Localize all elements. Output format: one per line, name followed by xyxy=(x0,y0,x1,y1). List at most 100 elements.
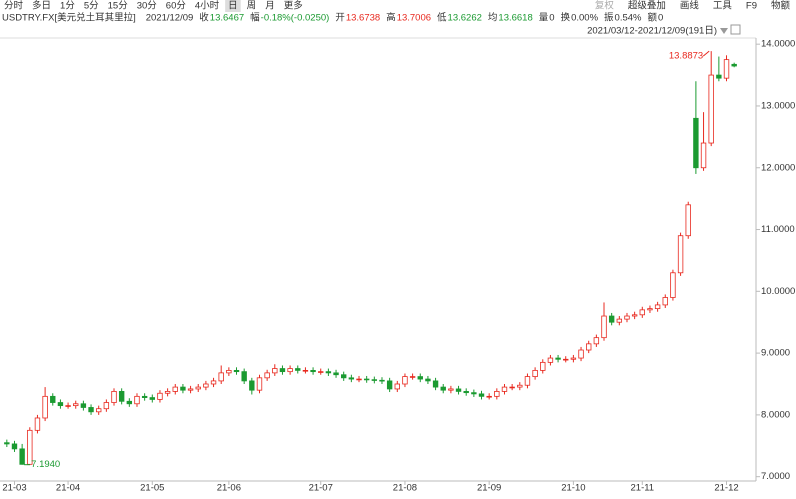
tool-button[interactable]: 画线 xyxy=(680,0,700,12)
field-label: 均 xyxy=(488,12,498,24)
period-button[interactable]: 60分 xyxy=(166,1,187,12)
candle-body xyxy=(180,386,186,391)
candle-body xyxy=(57,402,64,407)
candle-body xyxy=(716,74,722,79)
field-value: 13.6262 xyxy=(448,13,482,24)
x-tick-label: 21-07 xyxy=(309,483,333,494)
candle-body xyxy=(586,343,592,351)
candle-body xyxy=(509,386,515,389)
period-button[interactable]: 4小时 xyxy=(195,0,220,12)
tool-button[interactable]: F9 xyxy=(746,1,757,12)
max-label: 13.8873 xyxy=(669,51,703,62)
candle-body xyxy=(11,443,18,450)
candle-body xyxy=(157,392,163,400)
range-box[interactable] xyxy=(730,24,741,35)
candle-body xyxy=(287,368,293,373)
candle-body xyxy=(601,315,607,339)
candle-body xyxy=(463,391,469,394)
y-tick-label: 12.0000 xyxy=(761,162,795,173)
candle-body xyxy=(432,380,439,388)
period-button[interactable]: 5分 xyxy=(84,1,99,12)
candle-body xyxy=(42,395,48,419)
candle-body xyxy=(341,374,347,379)
candle-body xyxy=(670,272,676,298)
candle-body xyxy=(256,377,263,391)
period-button[interactable]: 更多 xyxy=(284,0,303,12)
y-tick-label: 11.0000 xyxy=(761,224,795,235)
candle-body xyxy=(417,376,423,380)
active-period xyxy=(225,0,241,12)
candle-body xyxy=(486,395,492,398)
x-tick-label: 21-03 xyxy=(2,483,26,494)
candle-body xyxy=(126,400,133,405)
field-value: 0.54% xyxy=(615,13,642,24)
range-dropdown[interactable] xyxy=(720,28,728,34)
y-tick-label: 10.0000 xyxy=(761,286,795,297)
period-button[interactable]: 周 xyxy=(247,1,257,12)
candle-body xyxy=(631,314,638,317)
candle-body xyxy=(333,372,339,376)
candle-body xyxy=(249,380,255,391)
y-tick-label: 8.0000 xyxy=(761,409,790,420)
period-button[interactable]: 多日 xyxy=(32,0,51,12)
candle-body xyxy=(203,383,209,388)
tool-button[interactable]: 超级叠加 xyxy=(628,0,666,12)
x-tick-label: 21-09 xyxy=(477,483,501,494)
candle-body xyxy=(379,379,385,382)
candle-body xyxy=(310,370,316,373)
period-button[interactable]: 15分 xyxy=(108,1,129,12)
candle-body xyxy=(624,315,630,320)
field-value: 0 xyxy=(658,13,663,24)
y-tick-label: 7.0000 xyxy=(761,471,790,482)
symbol: USDTRY.FX[美元兑土耳其里拉] xyxy=(2,12,136,24)
candle-body xyxy=(563,358,569,361)
candle-body xyxy=(295,368,301,371)
tool-button[interactable]: 物额 xyxy=(771,0,791,12)
candle-body xyxy=(471,392,477,395)
field-value: -0.18%(-0.0250) xyxy=(261,13,330,24)
candle-body xyxy=(172,386,178,392)
candle-body xyxy=(371,379,378,381)
period-button[interactable]: 30分 xyxy=(137,1,158,12)
candle-body xyxy=(111,391,117,403)
period-button[interactable]: 1分 xyxy=(60,1,75,12)
x-tick-label: 21-10 xyxy=(561,483,585,494)
candle-body xyxy=(547,357,554,363)
candle-body xyxy=(532,370,538,377)
candle-body xyxy=(226,370,232,374)
candle-body xyxy=(264,372,270,379)
candle-body xyxy=(654,304,661,310)
period-button[interactable]: 分时 xyxy=(4,0,24,12)
candle-body xyxy=(210,380,217,385)
candle-body xyxy=(103,402,110,410)
candle-body xyxy=(80,403,87,408)
period-button[interactable]: 日 xyxy=(228,1,238,12)
candle-body xyxy=(731,63,737,67)
field-label: 额 xyxy=(647,12,657,24)
x-tick-label: 21-08 xyxy=(393,483,417,494)
candle-body xyxy=(647,308,653,311)
period-button[interactable]: 月 xyxy=(265,1,275,12)
candle-body xyxy=(195,386,201,390)
candle-body xyxy=(218,372,224,382)
tool-button[interactable]: 复权 xyxy=(595,0,615,12)
x-tick-label: 21-04 xyxy=(56,483,80,494)
range-label: 2021/03/12-2021/12/09(191日) xyxy=(587,26,717,37)
candle-body xyxy=(677,235,684,274)
field-value: 13.6618 xyxy=(498,13,532,24)
field-label: 换 xyxy=(561,12,571,24)
field-label: 开 xyxy=(335,13,345,24)
candle-body xyxy=(348,377,355,380)
candle-body xyxy=(241,371,247,382)
y-tick-label: 14.0000 xyxy=(761,39,795,50)
field-label: 幅 xyxy=(250,12,260,24)
candle-body xyxy=(409,376,416,378)
max-pointer xyxy=(702,50,710,57)
candle-body xyxy=(455,388,462,392)
candle-body xyxy=(34,417,41,431)
candle-body xyxy=(425,378,431,382)
quote-date: 2021/12/09 xyxy=(146,13,194,24)
candle-body xyxy=(593,337,600,345)
tool-button[interactable]: 工具 xyxy=(713,1,733,12)
candle-body xyxy=(693,117,699,169)
